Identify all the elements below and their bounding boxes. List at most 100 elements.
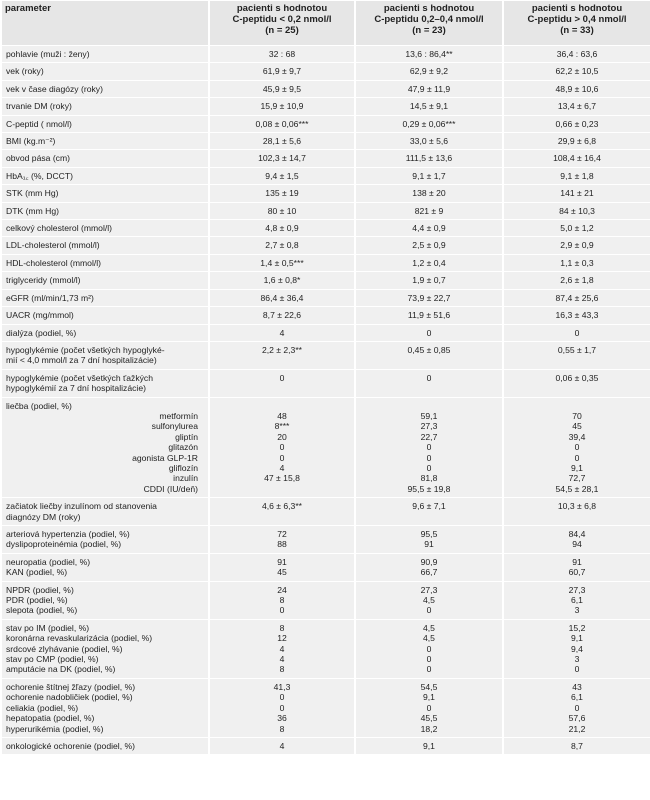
table-body: pohlavie (muži : ženy) 32 : 68 13,6 : 86,4… — [2, 46, 650, 755]
table-row: triglyceridy (mmol/l) 1,6 ± 0,8* 1,9 ± 0,7… — [2, 272, 650, 289]
value: 8 — [279, 622, 285, 633]
value: 33,0 ± 5,6 — [409, 136, 449, 147]
value-cell-v1: 2,7 ± 0,8 — [210, 237, 354, 254]
parameter-cell: obvod pása (cm) — [2, 150, 208, 167]
header-row: parameter pacienti s hodnotou C-peptidu … — [2, 1, 650, 45]
value-cell-v2: 0,45 ± 0,85 — [356, 341, 502, 369]
value-cell-v3: 15,2 9,1 9,4 3 0 — [504, 619, 650, 678]
value-cell-v3: 43 6,1 0 57,6 21,2 — [504, 678, 650, 737]
value-cell-v3: 87,4 ± 25,6 — [504, 289, 650, 307]
value: 66,7 — [420, 567, 438, 578]
value-cell-v2: 821 ± 9 — [356, 202, 502, 220]
value-cell-v2: 13,6 : 86,4** — [356, 46, 502, 63]
value-cell-v3: 84,4 94 — [504, 526, 650, 553]
value: 88 — [277, 539, 287, 550]
value-cell-v3: 48,9 ± 10,6 — [504, 80, 650, 98]
parameter-label: HDL-cholesterol (mmol/l) — [6, 257, 102, 268]
value: 1,9 ± 0,7 — [412, 275, 446, 286]
table-row: UACR (mg/mmol) 8,7 ± 22,6 11,9 ± 51,6 16,3 … — [2, 307, 650, 324]
value: 28,1 ± 5,6 — [262, 136, 302, 147]
value-cell-v2: 0 — [356, 369, 502, 397]
parameter-cell: neuropatia (podiel, %) KAN (podiel, %) — [2, 553, 208, 581]
value: 11,9 ± 51,6 — [407, 310, 451, 321]
value: 0 — [279, 442, 285, 453]
value-cell-v3: 70 45 39,4 0 0 9,1 72,7 54,5 ± 28,1 — [504, 397, 650, 498]
value-cell-v1: 4,8 ± 0,9 — [210, 220, 354, 237]
value-cell-v2: 95,5 91 — [356, 526, 502, 553]
value-cell-v2: 4,4 ± 0,9 — [356, 220, 502, 237]
value-cell-v1: 41,3 0 0 36 8 — [210, 678, 354, 737]
parameter-label: BMI (kg.m⁻²) — [6, 136, 56, 147]
value: 4 — [279, 327, 285, 338]
value: 821 ± 9 — [414, 205, 444, 216]
value: 15,2 — [568, 622, 586, 633]
header-line: pacienti s hodnotou — [531, 3, 623, 14]
value: 47 ± 15,8 — [264, 473, 300, 484]
parameter-cell: onkologické ochorenie (podiel, %) — [2, 737, 208, 755]
parameter-cell: pohlavie (muži : ženy) — [2, 46, 208, 63]
table-row: arteriová hypertenzia (podiel, %) dyslipo… — [2, 526, 650, 553]
value: 0 — [574, 452, 580, 463]
value-cell-v2: 47,9 ± 11,9 — [356, 80, 502, 98]
value: 72 — [277, 529, 287, 539]
parameter-cell: dialýza (podiel, %) — [2, 324, 208, 341]
parameter-label: hepatopatia (podiel, %) — [6, 713, 95, 724]
value-cell-v1: 32 : 68 — [210, 46, 354, 63]
value: 39,4 — [568, 431, 586, 442]
value-cell-v2: 138 ± 20 — [356, 185, 502, 202]
value-cell-v3: 27,3 6,1 3 — [504, 581, 650, 619]
value-cell-v1: 4 — [210, 324, 354, 341]
value-cell-v3: 0,66 ± 0,23 — [504, 115, 650, 133]
value: 6,1 — [571, 692, 583, 703]
value: 62,2 ± 10,5 — [555, 66, 599, 77]
value-cell-v3: 5,0 ± 1,2 — [504, 220, 650, 237]
value: 0 — [426, 452, 432, 463]
header-line: C-peptidu < 0,2 nmol/l — [232, 14, 332, 25]
value: 2,9 ± 0,9 — [560, 240, 594, 251]
value: 4,8 ± 0,9 — [265, 223, 299, 234]
value: 72,7 — [568, 473, 586, 484]
table-row: HDL-cholesterol (mmol/l) 1,4 ± 0,5*** 1,2 … — [2, 254, 650, 272]
table-row: pohlavie (muži : ženy) 32 : 68 13,6 : 86,4… — [2, 46, 650, 63]
table-row: DTK (mm Hg) 80 ± 10 821 ± 9 84 ± 10,3 — [2, 202, 650, 220]
table-row: HbA₁꜀ (%, DCCT) 9,4 ± 1,5 9,1 ± 1,7 9,1 ± 1… — [2, 167, 650, 185]
value-cell-v2: 59,1 27,3 22,7 0 0 0 81,8 95,5 ± 19,8 — [356, 397, 502, 498]
parameter-cell: vek (roky) — [2, 63, 208, 80]
value: 13,6 : 86,4** — [405, 49, 453, 59]
value: 4,5 — [423, 595, 435, 606]
value: 36 — [277, 713, 287, 724]
table-row: neuropatia (podiel, %) KAN (podiel, %) 91 4… — [2, 553, 650, 581]
value: 12 — [277, 633, 287, 644]
table-row: eGFR (ml/min/1,73 m²) 86,4 ± 36,4 73,9 ± 2… — [2, 289, 650, 307]
parameter-label: PDR (podiel, %) — [6, 595, 68, 606]
value-spacer — [360, 401, 498, 411]
value: 8 — [279, 723, 285, 734]
value: 0,08 ± 0,06*** — [255, 118, 309, 129]
value-cell-v2: 14,5 ± 9,1 — [356, 98, 502, 115]
value: 10,3 ± 6,8 — [557, 501, 597, 512]
parameter-label: dyslipoproteinémia (podiel, %) — [6, 539, 122, 550]
value: 24 — [277, 584, 287, 595]
value-cell-v2: 27,3 4,5 0 — [356, 581, 502, 619]
parameter-cell: HDL-cholesterol (mmol/l) — [2, 254, 208, 272]
value-cell-v3: 2,6 ± 1,8 — [504, 272, 650, 289]
value: 45,9 ± 9,5 — [262, 83, 302, 94]
value: 4 — [279, 654, 285, 665]
value-cell-v1: 2,2 ± 2,3** — [210, 341, 354, 369]
value-cell-v2: 54,5 9,1 0 45,5 18,2 — [356, 678, 502, 737]
value-cell-v1: 86,4 ± 36,4 — [210, 289, 354, 307]
value: 4,6 ± 6,3** — [261, 501, 303, 512]
value: 0,66 ± 0,23 — [555, 118, 599, 129]
value: 45 — [572, 421, 582, 432]
parameter-label: diagnózy DM (roky) — [6, 511, 81, 522]
value: 91 — [424, 539, 434, 550]
sub-parameter-label: gliflozín — [168, 462, 198, 473]
value-cell-v3: 108,4 ± 16,4 — [504, 150, 650, 167]
table-row: C-peptid ( nmol/l) 0,08 ± 0,06*** 0,29 ± 0… — [2, 115, 650, 133]
parameter-label: eGFR (ml/min/1,73 m²) — [6, 292, 94, 303]
value: 18,2 — [420, 723, 438, 734]
table-row: onkologické ochorenie (podiel, %) 4 9,1 8,7 — [2, 737, 650, 755]
value: 4 — [279, 462, 285, 473]
value-cell-v3: 36,4 : 63,6 — [504, 46, 650, 63]
parameter-cell: NPDR (podiel, %) PDR (podiel, %) slepota (… — [2, 581, 208, 619]
